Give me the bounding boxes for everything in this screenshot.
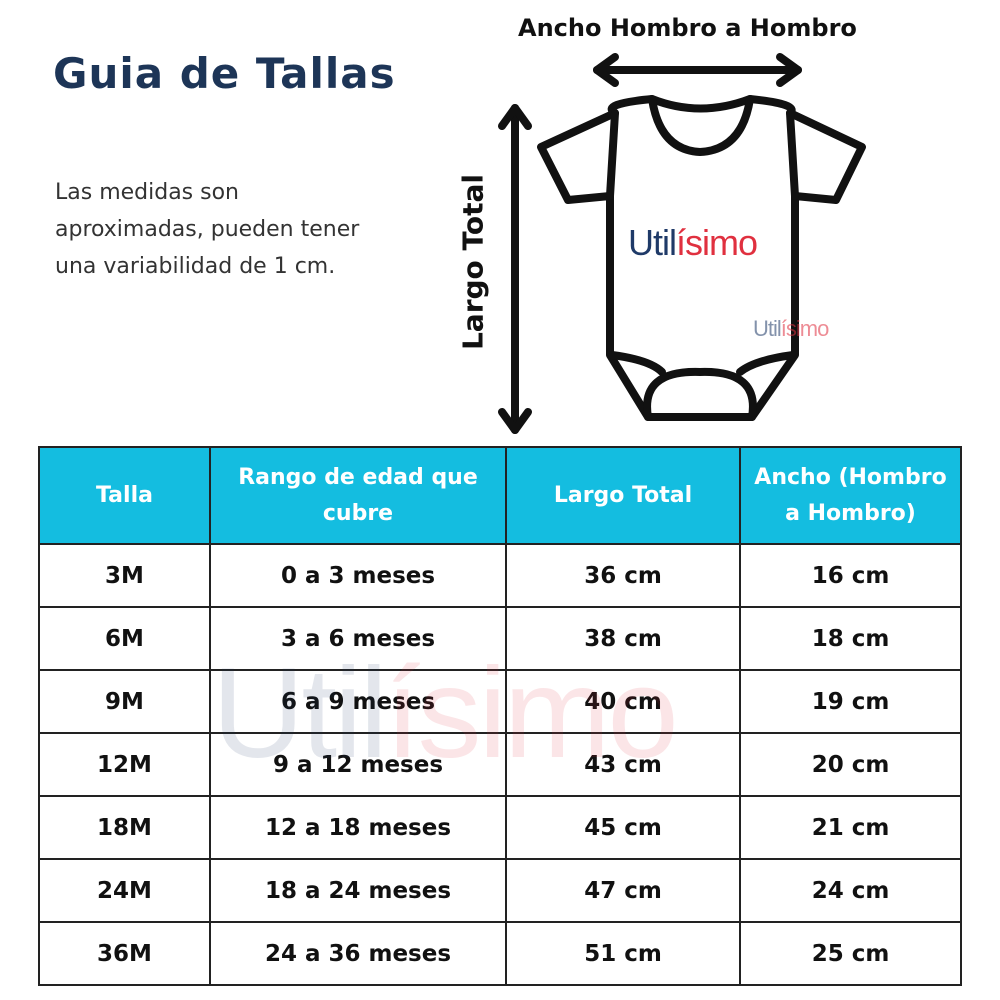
table-row: 6M 3 a 6 meses 38 cm 18 cm <box>38 606 962 671</box>
cell-talla: 36M <box>38 921 211 986</box>
cell-largo: 40 cm <box>505 669 741 734</box>
cell-rango-edad: 24 a 36 meses <box>209 921 507 986</box>
table-row: 18M 12 a 18 meses 45 cm 21 cm <box>38 795 962 860</box>
cell-talla: 18M <box>38 795 211 860</box>
table-row: 12M 9 a 12 meses 43 cm 20 cm <box>38 732 962 797</box>
cell-ancho: 21 cm <box>739 795 962 860</box>
cell-largo: 38 cm <box>505 606 741 671</box>
page-title: Guia de Tallas <box>53 49 396 98</box>
cell-rango-edad: 9 a 12 meses <box>209 732 507 797</box>
brand-logo: Utilísimo <box>628 222 758 263</box>
header-ancho: Ancho (Hombro a Hombro) <box>739 446 962 545</box>
table-header-row: Talla Rango de edad que cubre Largo Tota… <box>38 446 962 545</box>
cell-rango-edad: 12 a 18 meses <box>209 795 507 860</box>
cell-talla: 6M <box>38 606 211 671</box>
vertical-arrow-icon <box>498 104 532 434</box>
table-row: 3M 0 a 3 meses 36 cm 16 cm <box>38 543 962 608</box>
cell-ancho: 18 cm <box>739 606 962 671</box>
cell-ancho: 16 cm <box>739 543 962 608</box>
horizontal-arrow-icon <box>593 53 802 87</box>
cell-largo: 51 cm <box>505 921 741 986</box>
header-rango-edad: Rango de edad que cubre <box>209 446 507 545</box>
brand-logo-small: Utilísimo <box>753 316 829 341</box>
cell-ancho: 25 cm <box>739 921 962 986</box>
description: Las medidas son aproximadas, pueden tene… <box>55 180 360 279</box>
cell-rango-edad: 3 a 6 meses <box>209 606 507 671</box>
cell-talla: 3M <box>38 543 211 608</box>
cell-rango-edad: 6 a 9 meses <box>209 669 507 734</box>
cell-largo: 43 cm <box>505 732 741 797</box>
size-table: Talla Rango de edad que cubre Largo Tota… <box>38 446 962 986</box>
cell-largo: 47 cm <box>505 858 741 923</box>
table-row: 36M 24 a 36 meses 51 cm 25 cm <box>38 921 962 986</box>
header-largo-total: Largo Total <box>505 446 741 545</box>
table-row: 24M 18 a 24 meses 47 cm 24 cm <box>38 858 962 923</box>
width-label: Ancho Hombro a Hombro <box>518 14 857 42</box>
cell-rango-edad: 18 a 24 meses <box>209 858 507 923</box>
cell-largo: 36 cm <box>505 543 741 608</box>
table-row: 9M 6 a 9 meses 40 cm 19 cm <box>38 669 962 734</box>
header-talla: Talla <box>38 446 211 545</box>
cell-rango-edad: 0 a 3 meses <box>209 543 507 608</box>
cell-ancho: 20 cm <box>739 732 962 797</box>
cell-talla: 9M <box>38 669 211 734</box>
cell-ancho: 19 cm <box>739 669 962 734</box>
bodysuit-icon <box>537 95 866 421</box>
cell-talla: 24M <box>38 858 211 923</box>
bodysuit-diagram <box>498 53 866 434</box>
cell-ancho: 24 cm <box>739 858 962 923</box>
cell-largo: 45 cm <box>505 795 741 860</box>
cell-talla: 12M <box>38 732 211 797</box>
